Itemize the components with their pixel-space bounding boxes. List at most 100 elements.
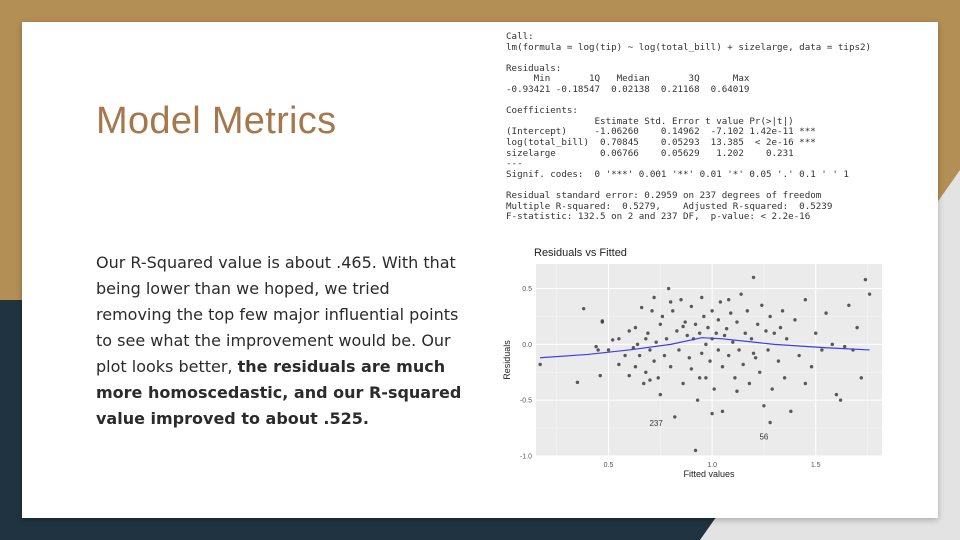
data-point — [755, 322, 760, 326]
data-point — [768, 314, 772, 319]
data-point — [704, 342, 708, 347]
data-point — [681, 324, 685, 329]
r-console-output: Call: lm(formula = log(tip) ~ log(total_… — [506, 31, 872, 223]
data-point — [687, 356, 692, 360]
data-point — [855, 325, 859, 330]
data-point — [617, 362, 621, 367]
data-point — [803, 298, 808, 302]
data-point — [627, 329, 631, 333]
data-point — [631, 346, 636, 350]
data-point — [673, 415, 677, 419]
data-point — [656, 376, 660, 380]
data-point — [793, 318, 797, 322]
data-point — [660, 314, 665, 319]
data-point — [766, 348, 770, 352]
data-point — [642, 381, 646, 386]
console-line: -0.93421 -0.18547 0.02138 0.21168 0.6401… — [506, 83, 750, 95]
data-point — [751, 351, 756, 356]
data-point — [770, 387, 774, 391]
data-point — [729, 311, 733, 315]
data-point — [838, 398, 843, 402]
data-point — [689, 304, 694, 309]
console-line: log(total_bill) 0.70845 0.05293 13.385 <… — [506, 136, 816, 148]
data-point — [758, 370, 762, 374]
data-point — [847, 303, 851, 308]
data-point — [735, 389, 739, 393]
data-point — [627, 373, 631, 378]
data-point — [704, 376, 708, 380]
data-point — [693, 448, 698, 453]
data-point — [538, 362, 542, 367]
data-point — [710, 411, 714, 416]
data-point — [824, 311, 828, 315]
data-point — [658, 392, 663, 397]
data-point — [644, 337, 648, 341]
x-tick-label: 0.5 — [604, 462, 614, 469]
data-point — [671, 309, 675, 313]
data-point — [714, 331, 718, 335]
data-point — [623, 353, 627, 358]
grid-lines — [536, 264, 882, 457]
data-point — [596, 348, 600, 352]
console-line: Residuals: — [506, 62, 562, 74]
data-point — [741, 362, 745, 367]
data-point — [575, 380, 580, 385]
data-point — [675, 329, 679, 333]
axis-ticks: 0.5 1.0 1.5 0.5 0.0 -0.5 -1.0 — [520, 286, 821, 469]
data-point — [867, 292, 872, 296]
data-point — [600, 319, 604, 323]
data-point — [737, 348, 741, 352]
data-point — [708, 359, 712, 363]
console-line: Call: — [506, 31, 534, 42]
data-point — [747, 381, 752, 386]
x-tick-label: 1.5 — [811, 462, 821, 469]
data-point — [702, 314, 706, 319]
data-point — [700, 295, 704, 300]
data-point — [639, 305, 644, 310]
data-point — [664, 337, 669, 341]
data-point — [780, 309, 785, 313]
data-point — [803, 381, 808, 386]
data-point — [679, 298, 683, 302]
data-point — [668, 364, 673, 369]
console-line: lm(formula = log(tip) ~ log(total_bill) … — [506, 41, 872, 53]
data-point — [650, 309, 654, 313]
y-tick-label: 0.0 — [522, 342, 532, 349]
data-point — [720, 409, 725, 414]
data-point — [617, 337, 621, 341]
console-line: --- — [506, 158, 523, 170]
data-point — [610, 338, 615, 342]
data-point — [778, 325, 783, 330]
data-point — [733, 376, 737, 380]
data-point — [863, 277, 868, 282]
data-point — [648, 348, 652, 352]
data-point — [683, 320, 687, 324]
data-point — [739, 292, 743, 296]
data-point — [789, 409, 793, 414]
data-point — [797, 353, 801, 358]
data-point — [743, 331, 747, 335]
point-label: 56 — [759, 432, 768, 441]
data-point — [784, 337, 789, 341]
data-point — [685, 333, 689, 338]
data-point — [720, 364, 725, 369]
data-point — [724, 327, 729, 331]
data-point — [843, 344, 847, 349]
data-point — [633, 325, 638, 330]
data-point — [764, 329, 768, 333]
console-line: Multiple R-squared: 0.5279, Adjusted R-s… — [506, 200, 833, 212]
console-line: Min 1Q Median 3Q Max — [533, 73, 750, 85]
data-point — [726, 298, 731, 302]
data-point — [745, 309, 750, 313]
data-point — [689, 367, 694, 371]
data-point — [662, 353, 667, 358]
data-point — [820, 348, 824, 352]
console-line: F-statistic: 132.5 on 2 and 237 DF, p-va… — [506, 211, 811, 223]
data-point — [722, 333, 727, 338]
data-point — [735, 320, 739, 324]
data-point — [859, 376, 863, 380]
data-point — [648, 378, 652, 382]
data-point — [652, 295, 656, 300]
data-point — [635, 342, 640, 347]
data-point — [644, 370, 648, 374]
